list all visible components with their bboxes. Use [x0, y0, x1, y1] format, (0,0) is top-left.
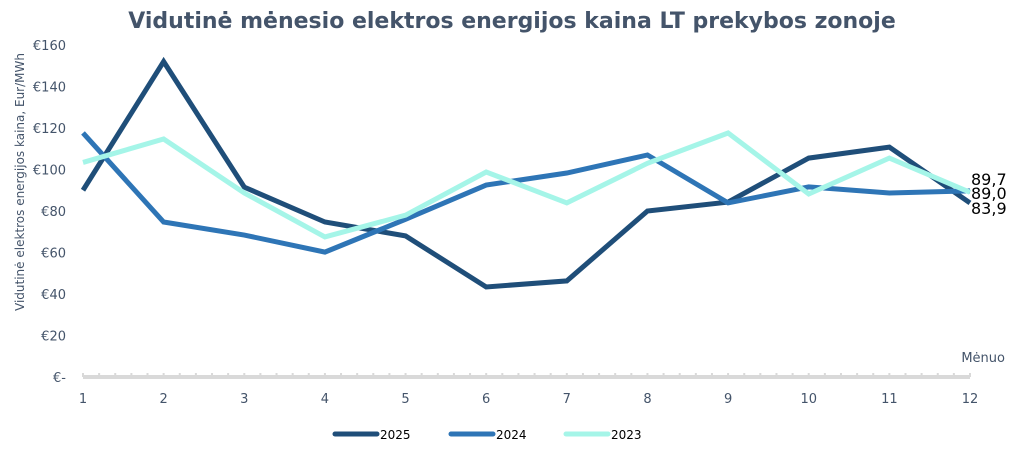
x-tick-label: 1	[79, 392, 87, 407]
x-tick-label: 11	[881, 392, 898, 407]
series-line-2025	[80, 56, 972, 290]
y-tick-label: €-	[53, 371, 66, 386]
x-tick-label: 12	[962, 392, 979, 407]
x-tick-label: 5	[401, 392, 409, 407]
end-label-2025: 83,9	[971, 199, 1007, 218]
x-tick-label: 4	[321, 392, 329, 407]
y-tick-label: €80	[41, 205, 66, 220]
y-axis-ticks: €- €20 €40 €60 €80 €100 €120 €140 €160	[33, 39, 66, 386]
x-axis-title: Mėnuo	[961, 351, 1005, 366]
legend-label: 2025	[380, 428, 411, 442]
series-line-2024	[81, 131, 971, 255]
chart-title: Vidutinė mėnesio elektros energijos kain…	[128, 9, 896, 34]
end-label-2024: 89,7	[971, 170, 1007, 189]
x-tick-label: 8	[643, 392, 651, 407]
end-label-2023: 89,0	[971, 184, 1007, 203]
legend-label: 2023	[611, 428, 642, 442]
legend-label: 2024	[496, 428, 527, 442]
x-tick-label: 6	[482, 392, 490, 407]
legend: 2025 2024 2023	[332, 428, 642, 442]
x-tick-label: 2	[159, 392, 167, 407]
series-line-2023	[82, 130, 971, 240]
x-axis: 1 2 3 4 5 6 7 8 9 10 11 12	[79, 373, 978, 407]
y-tick-label: €140	[33, 81, 66, 96]
y-tick-label: €40	[41, 288, 66, 303]
y-tick-label: €100	[33, 164, 66, 179]
x-tick-label: 9	[724, 392, 732, 407]
y-tick-label: €160	[33, 39, 66, 54]
y-tick-label: €20	[41, 330, 66, 345]
x-tick-label: 3	[240, 392, 248, 407]
data-labels: 89,789,083,9	[971, 170, 1007, 218]
series-lines	[80, 56, 972, 290]
y-tick-label: €60	[41, 247, 66, 262]
x-tick-label: 10	[800, 392, 817, 407]
y-tick-label: €120	[33, 122, 66, 137]
x-tick-label: 7	[563, 392, 571, 407]
y-axis-title: Vidutinė elektros energijos kaina, Eur/M…	[13, 53, 27, 311]
